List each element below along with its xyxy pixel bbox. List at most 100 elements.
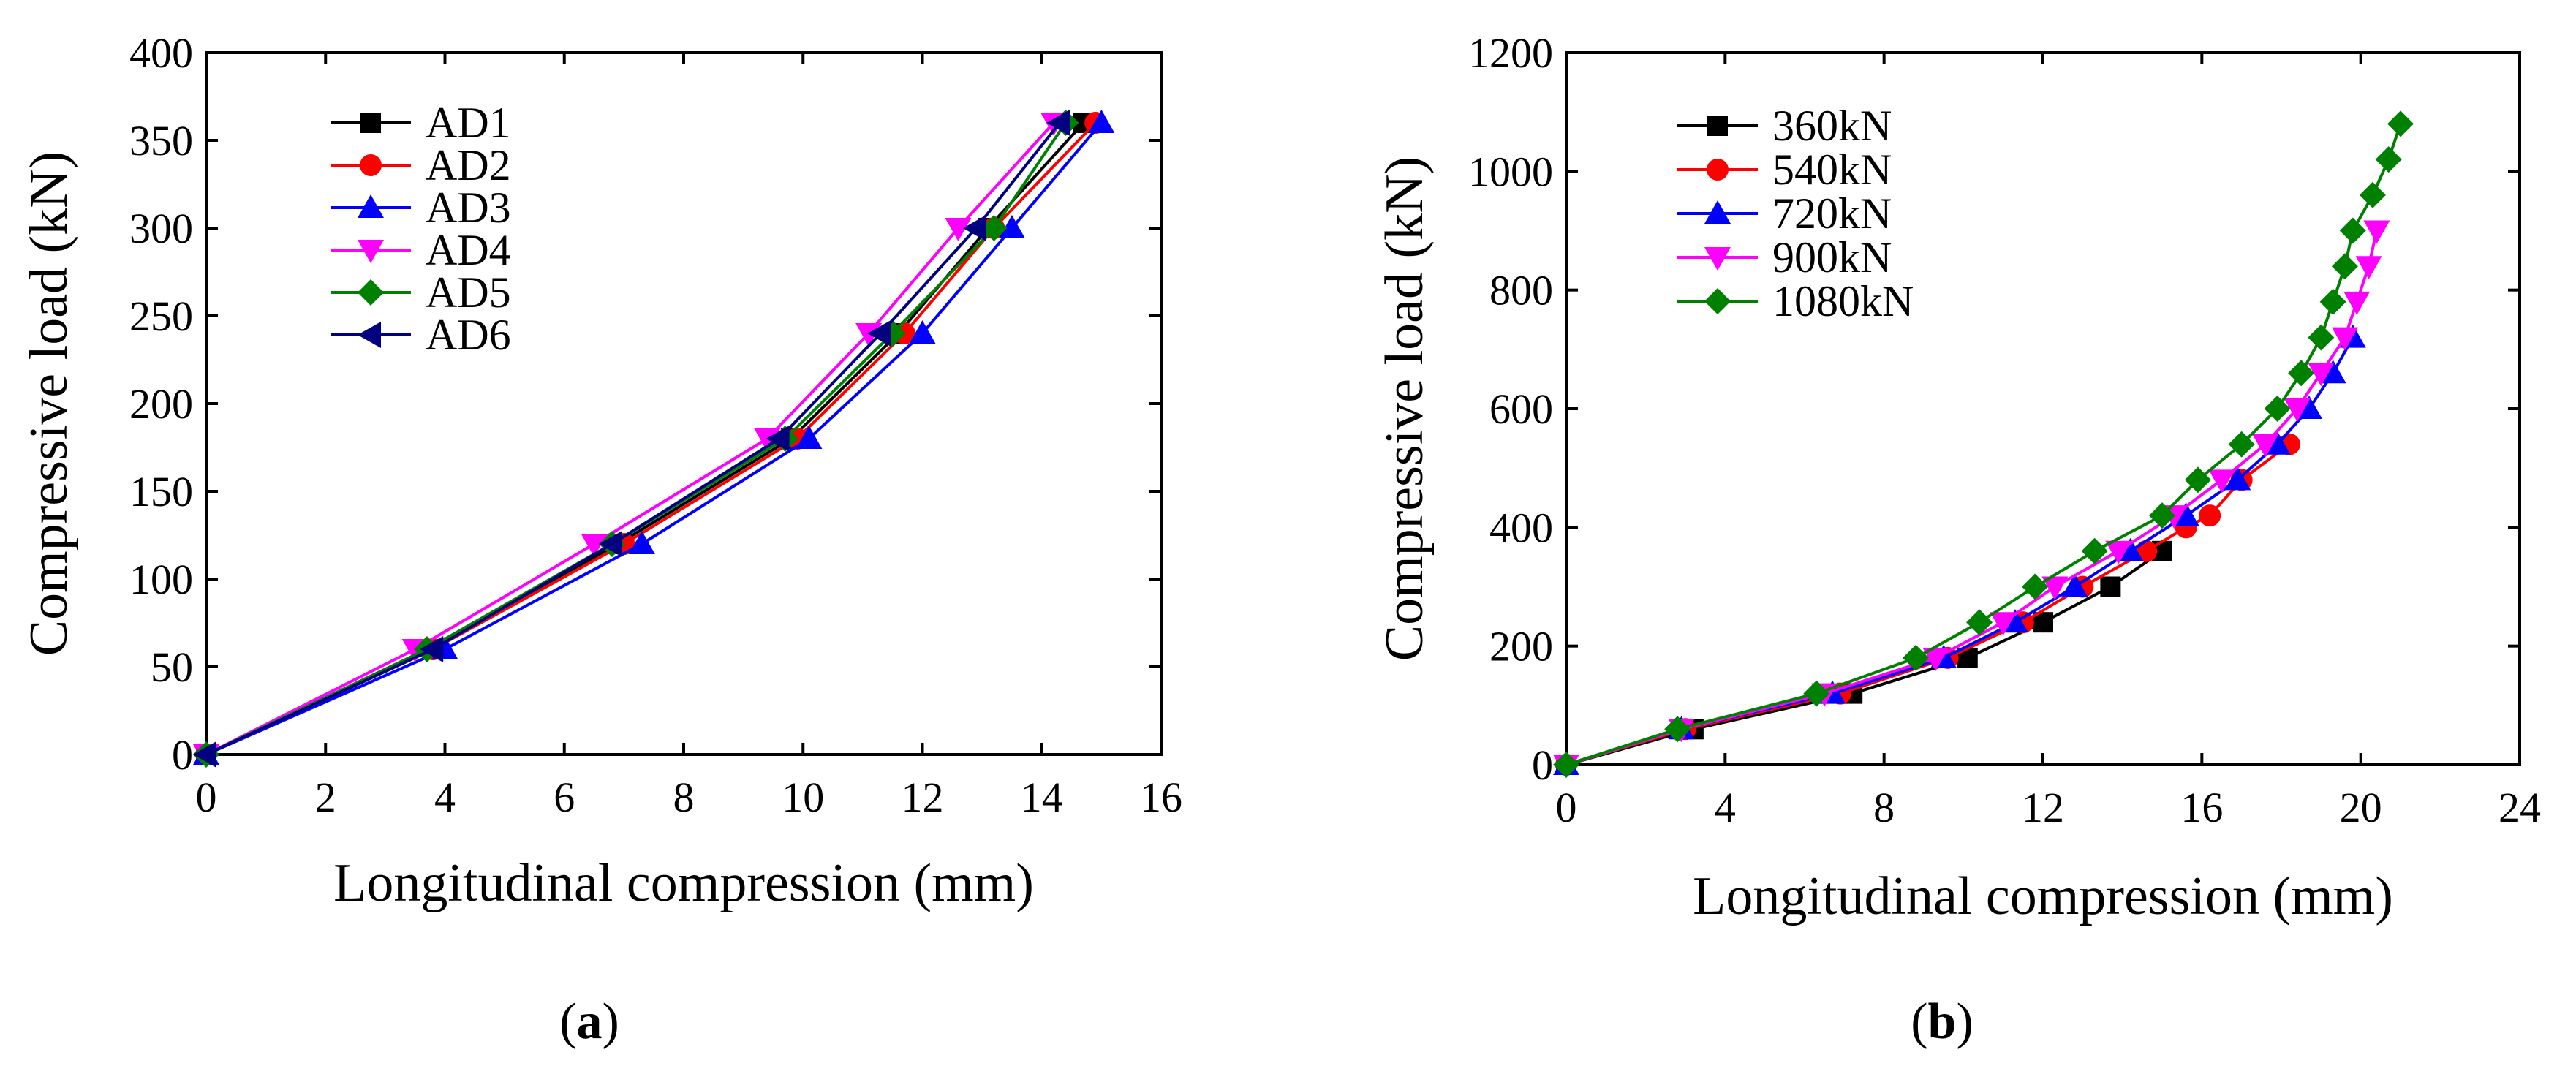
data-point-720kN [2296,396,2323,419]
data-point-1080kN [1966,609,1993,636]
x-tick-label: 12 [902,774,944,821]
y-tick-label: 800 [1489,267,1553,314]
series-line-900kN [1565,230,2379,766]
data-point-1080kN [2228,431,2255,458]
y-axis-label: Compressive load (kN) [1375,156,1435,662]
chart-panel-b: 0 4 8 12 16 20 24 0 200 400 600 800 1000 1200 Longitud… [1375,29,2541,1050]
x-tick-label: 14 [1021,774,1063,821]
data-point-AD6 [420,636,444,662]
x-tick-label: 20 [2340,784,2382,831]
data-point-900kN [2284,398,2311,422]
series-line-540kN [1565,443,2291,766]
legend-marker-360kN [1707,116,1728,136]
y-tick-label: 600 [1489,385,1553,433]
data-point-AD6 [193,741,216,768]
y-tick-label: 200 [1489,623,1553,670]
data-point-1080kN [2375,146,2402,173]
data-point-900kN [2363,220,2390,244]
series-line-AD1 [205,121,1085,756]
data-point-AD5 [981,215,1008,241]
panel-label: (a) [559,994,619,1050]
y-tick-label: 0 [1532,741,1553,789]
legend-label-720kN: 720kN [1772,189,1892,238]
legend-marker-AD5 [358,279,384,306]
series-line-AD5 [205,121,1068,756]
data-point-1080kN [2308,324,2335,351]
x-tick-label: 24 [2498,784,2541,831]
y-tick-label: 350 [129,117,193,164]
legend-label-AD4: AD4 [426,226,511,274]
y-tick-label: 0 [172,731,193,779]
data-point-1080kN [2149,502,2175,529]
data-point-1080kN [2319,288,2346,315]
y-tick-label: 150 [129,468,193,515]
x-tick-label: 4 [1715,784,1736,831]
data-point-1080kN [1664,716,1691,743]
data-point-900kN [2343,291,2371,315]
data-point-AD6 [599,531,623,557]
data-point-AD6 [962,215,986,241]
data-point-AD6 [766,426,790,452]
data-point-900kN [2308,363,2335,387]
x-tick-label: 0 [1556,784,1577,831]
legend-label-540kN: 540kN [1772,145,1892,194]
data-point-360kN [2100,576,2121,597]
legend-marker-720kN [1704,200,1731,224]
legend-label-1080kN: 1080kN [1772,277,1914,325]
data-point-1080kN [1803,680,1830,707]
data-point-720kN [2001,609,2028,633]
x-tick-label: 4 [434,774,456,821]
data-point-720kN [2224,466,2251,491]
legend-label-AD2: AD2 [426,141,511,189]
y-tick-label: 1200 [1468,29,1553,77]
legend-label-AD3: AD3 [426,184,511,232]
panel-label: (b) [1911,994,1973,1050]
legend-marker-1080kN [1704,288,1731,314]
x-tick-label: 6 [554,774,575,821]
data-point-720kN [2264,431,2291,455]
data-point-900kN [1922,647,1949,671]
data-point-1080kN [2387,110,2414,137]
y-tick-label: 1000 [1468,148,1553,195]
data-point-AD3 [1088,110,1115,133]
y-tick-label: 250 [129,292,193,340]
data-point-540kN [2199,504,2221,527]
y-tick-label: 100 [129,556,193,603]
data-point-1080kN [2288,360,2315,387]
legend-marker-900kN [1704,247,1731,271]
data-point-900kN [2105,540,2132,564]
data-point-AD3 [628,531,655,554]
data-point-1080kN [2184,466,2211,493]
y-tick-label: 400 [1489,504,1553,551]
series-line-720kN [1565,336,2354,766]
data-point-1080kN [2359,181,2386,208]
series-line-AD4 [205,121,1055,756]
legend-label-AD6: AD6 [426,311,511,359]
data-point-AD3 [909,320,936,344]
legend-label-900kN: 900kN [1772,233,1892,281]
y-tick-label: 200 [129,380,193,428]
y-tick-label: 50 [151,643,193,691]
data-point-900kN [2331,327,2358,351]
legend-marker-AD3 [358,194,384,218]
x-tick-label: 2 [315,774,336,821]
x-axis-label: Longitudinal compression (mm) [1693,866,2393,926]
data-point-1080kN [1553,752,1579,778]
data-point-AD4 [581,534,608,557]
data-point-720kN [2117,537,2144,561]
data-point-720kN [2172,502,2199,526]
data-point-1080kN [2022,573,2049,600]
data-point-AD3 [998,215,1025,238]
data-point-1080kN [2339,217,2366,244]
plot-frame [205,51,1163,756]
x-tick-label: 8 [673,774,695,821]
y-tick-label: 400 [129,29,193,77]
data-point-720kN [2061,573,2088,597]
data-point-1080kN [2081,537,2108,564]
legend-marker-540kN [1707,159,1729,181]
data-point-AD3 [796,426,823,449]
data-point-AD4 [945,218,972,241]
x-tick-label: 8 [1873,784,1895,831]
legend-marker-AD6 [358,322,381,348]
